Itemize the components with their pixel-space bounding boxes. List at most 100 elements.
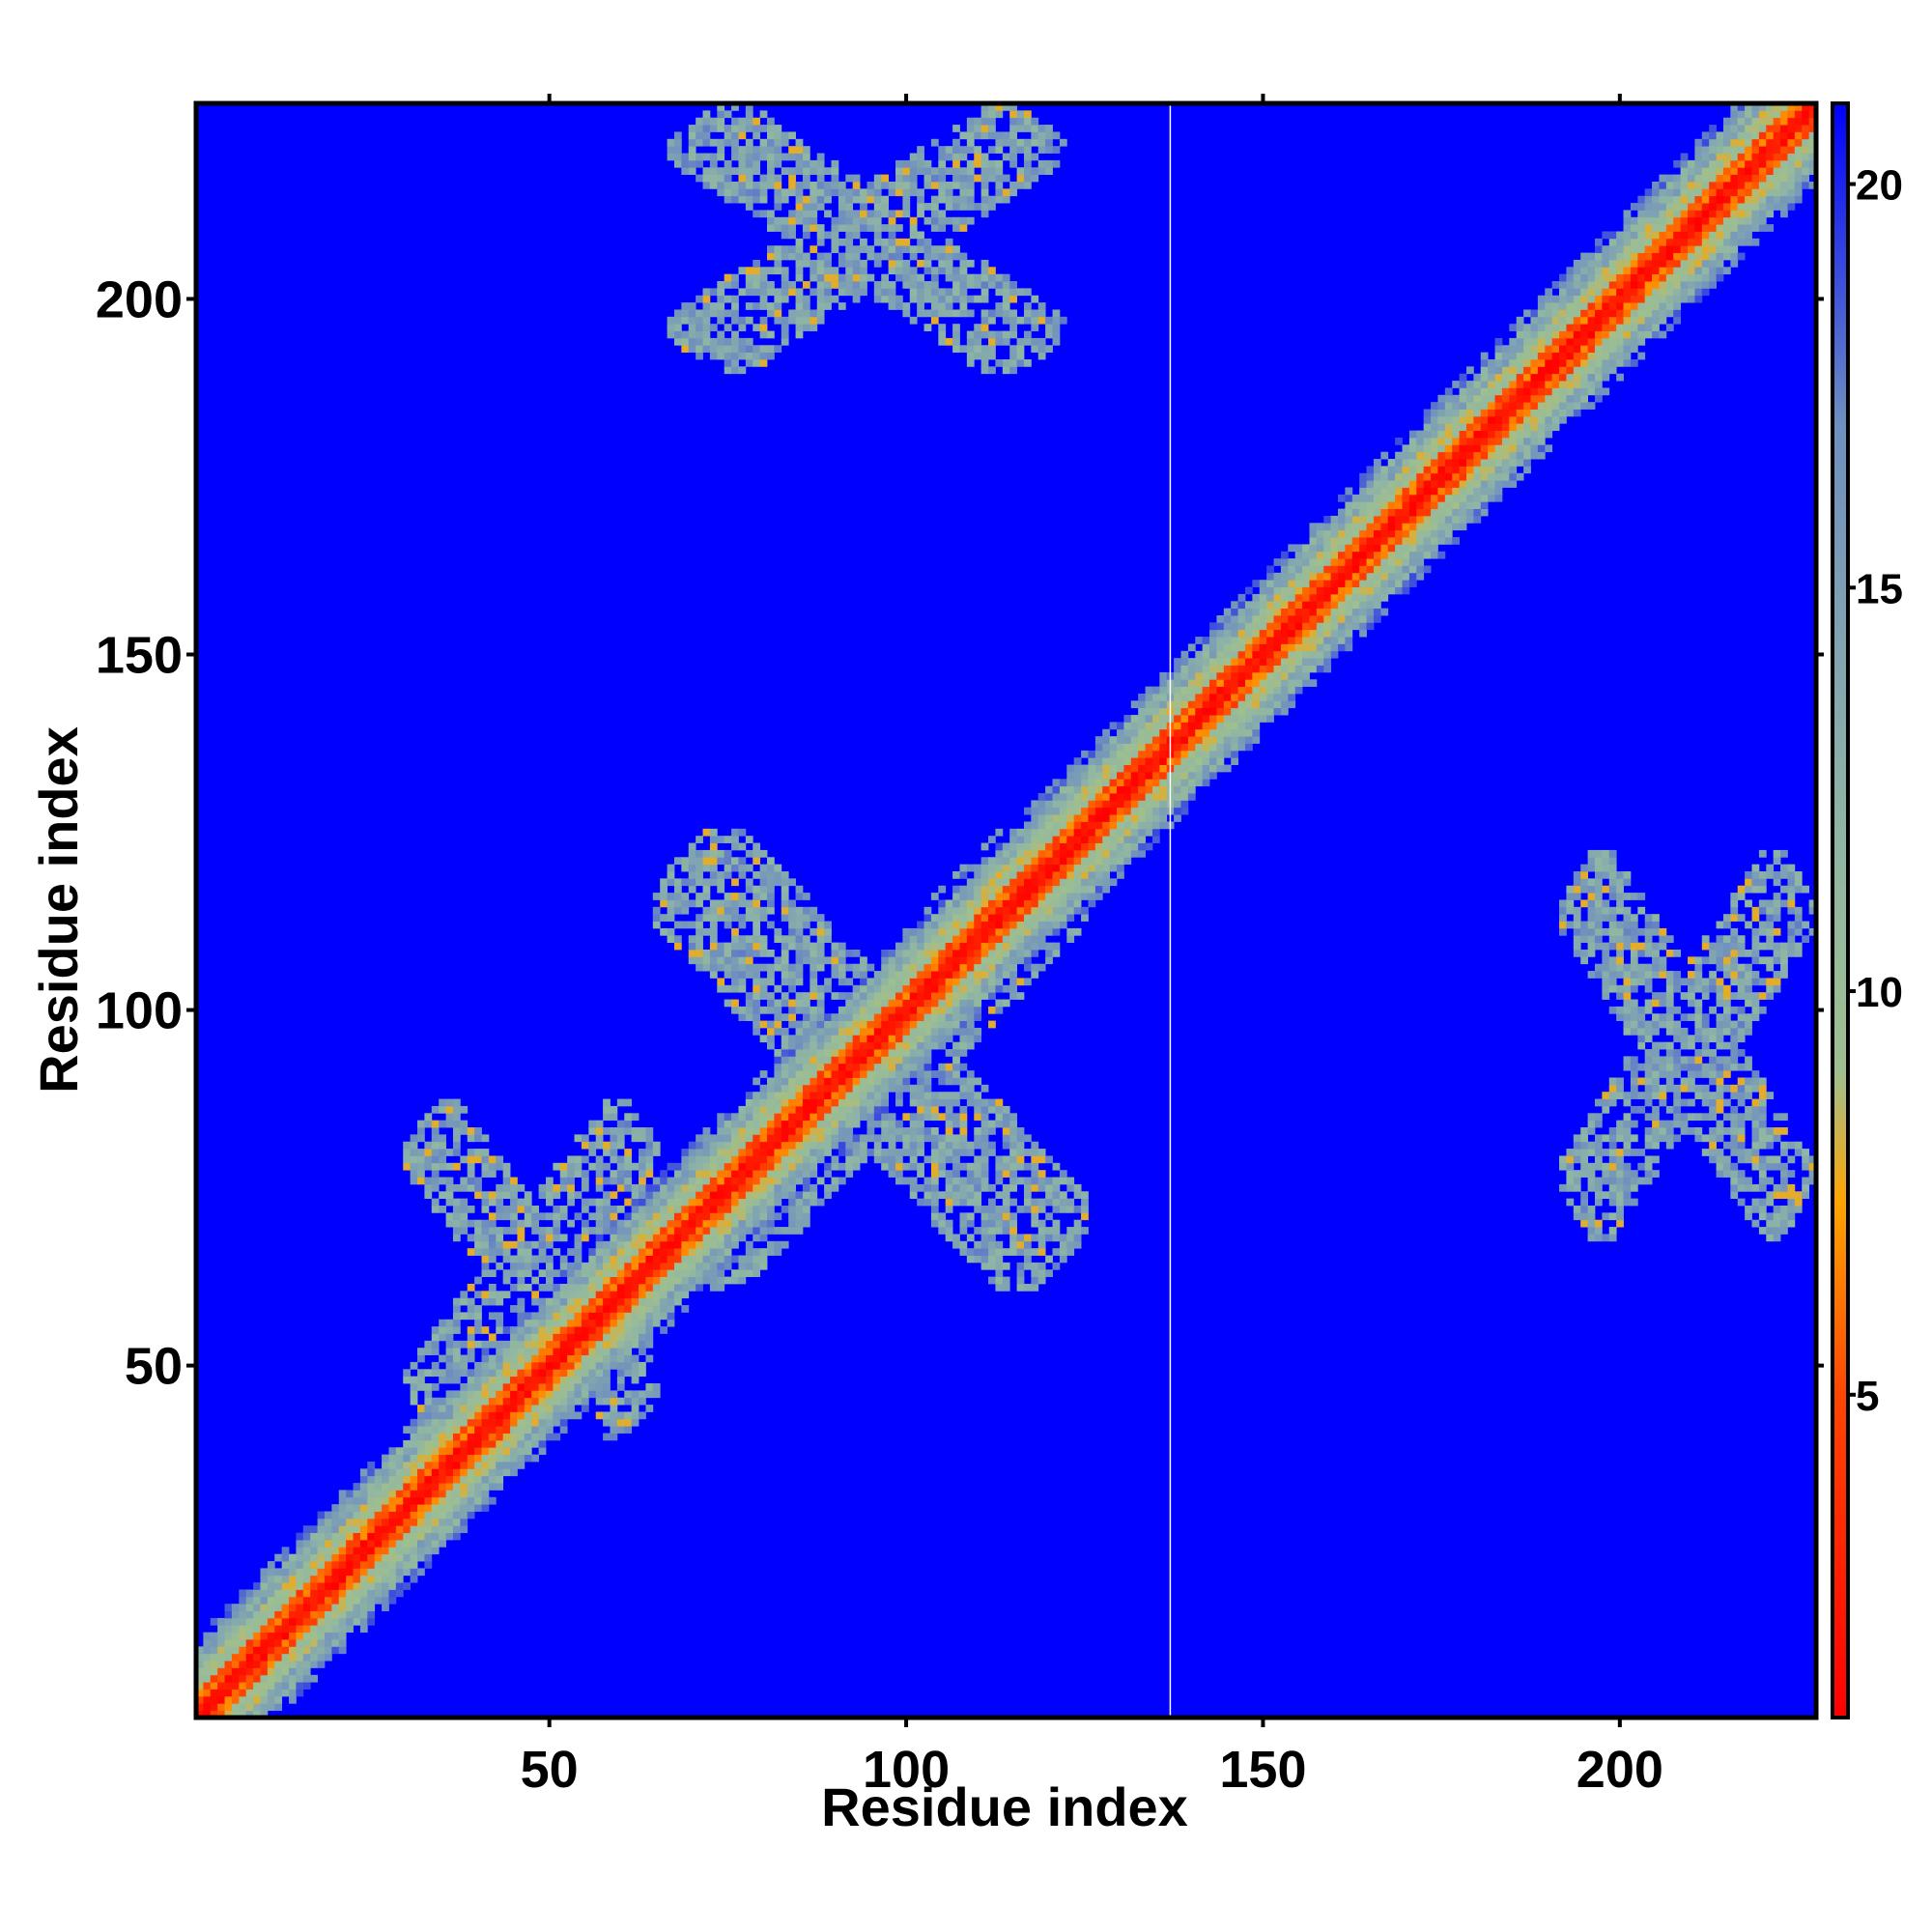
heatmap-cell bbox=[895, 956, 903, 965]
heatmap-cell bbox=[1052, 1248, 1061, 1256]
heatmap-cell bbox=[696, 1283, 703, 1292]
heatmap-cell bbox=[952, 1155, 960, 1164]
heatmap-cell bbox=[781, 281, 789, 289]
heatmap-cell bbox=[938, 1035, 947, 1043]
heatmap-cell bbox=[767, 330, 775, 339]
heatmap-cell bbox=[860, 1049, 867, 1057]
heatmap-cell bbox=[938, 1212, 947, 1221]
heatmap-cell bbox=[759, 181, 768, 189]
heatmap-cell bbox=[474, 1468, 482, 1477]
heatmap-cell bbox=[881, 1134, 890, 1143]
heatmap-cell bbox=[1016, 1234, 1025, 1242]
heatmap-cell bbox=[745, 1198, 753, 1207]
heatmap-cell bbox=[616, 1411, 625, 1420]
heatmap-cell bbox=[753, 352, 761, 360]
heatmap-cell bbox=[359, 1532, 368, 1541]
heatmap-cell bbox=[417, 1127, 425, 1135]
heatmap-cell bbox=[610, 1227, 618, 1235]
heatmap-cell bbox=[724, 906, 732, 915]
heatmap-cell bbox=[595, 1361, 604, 1370]
heatmap-cell bbox=[873, 174, 882, 183]
heatmap-cell bbox=[980, 1177, 989, 1185]
heatmap-cell bbox=[1073, 821, 1082, 830]
heatmap-cell bbox=[338, 1575, 347, 1583]
heatmap-cell bbox=[445, 1361, 454, 1370]
heatmap-cell bbox=[959, 1191, 968, 1200]
heatmap-cell bbox=[660, 927, 668, 936]
heatmap-cell bbox=[709, 174, 718, 183]
heatmap-cell bbox=[417, 1525, 425, 1534]
heatmap-cell bbox=[959, 899, 968, 908]
heatmap-cell bbox=[795, 1020, 804, 1029]
heatmap-cell bbox=[546, 1418, 554, 1427]
heatmap-cell bbox=[860, 1084, 867, 1093]
heatmap-cell bbox=[302, 1646, 311, 1655]
heatmap-cell bbox=[481, 1269, 490, 1277]
heatmap-cell bbox=[988, 174, 996, 183]
heatmap-cell bbox=[988, 906, 996, 915]
heatmap-cell bbox=[496, 1262, 504, 1270]
heatmap-cell bbox=[767, 1027, 775, 1036]
heatmap-cell bbox=[838, 1063, 846, 1071]
heatmap-cell bbox=[1081, 906, 1089, 915]
heatmap-cell bbox=[245, 1589, 254, 1598]
heatmap-cell bbox=[410, 1361, 418, 1370]
heatmap-cell bbox=[210, 1646, 218, 1655]
heatmap-cell bbox=[417, 1468, 425, 1477]
heatmap-cell bbox=[988, 878, 996, 887]
heatmap-cell bbox=[1023, 181, 1032, 189]
heatmap-cell bbox=[410, 1490, 418, 1498]
heatmap-cell bbox=[702, 1219, 711, 1228]
heatmap-cell bbox=[524, 1369, 532, 1378]
heatmap-cell bbox=[1066, 814, 1075, 822]
heatmap-cell bbox=[559, 1297, 568, 1306]
heatmap-cell bbox=[788, 1084, 796, 1093]
heatmap-cell bbox=[788, 1134, 796, 1143]
heatmap-cell bbox=[795, 238, 804, 246]
heatmap-cell bbox=[917, 167, 924, 176]
heatmap-cell bbox=[774, 267, 782, 275]
heatmap-cell bbox=[274, 1553, 283, 1562]
heatmap-cell bbox=[831, 181, 839, 189]
heatmap-cell bbox=[581, 1297, 589, 1306]
heatmap-cell bbox=[810, 1098, 818, 1107]
heatmap-cell bbox=[709, 1248, 718, 1256]
heatmap-cell bbox=[774, 224, 782, 232]
heatmap-cell bbox=[717, 1198, 725, 1207]
heatmap-cell bbox=[788, 1070, 796, 1078]
heatmap-cell bbox=[888, 1120, 896, 1128]
heatmap-cell bbox=[753, 1170, 761, 1178]
heatmap-cell bbox=[731, 138, 739, 147]
heatmap-cell bbox=[824, 1113, 832, 1122]
heatmap-cell bbox=[745, 167, 753, 176]
heatmap-cell bbox=[1066, 807, 1075, 815]
heatmap-cell bbox=[860, 1006, 867, 1014]
heatmap-cell bbox=[431, 1411, 440, 1420]
heatmap-cell bbox=[382, 1504, 389, 1512]
heatmap-cell bbox=[353, 1582, 361, 1590]
heatmap-cell bbox=[731, 1255, 739, 1264]
heatmap-cell bbox=[210, 1667, 218, 1676]
heatmap-cell bbox=[702, 330, 711, 339]
heatmap-cell bbox=[688, 1162, 696, 1171]
heatmap-cell bbox=[810, 1191, 818, 1200]
heatmap-cell bbox=[445, 1490, 454, 1498]
heatmap-cell bbox=[781, 224, 789, 232]
heatmap-cell bbox=[488, 1227, 497, 1235]
heatmap-cell bbox=[239, 1682, 247, 1690]
heatmap-cell bbox=[959, 921, 968, 929]
heatmap-cell bbox=[923, 963, 932, 972]
heatmap-cell bbox=[995, 273, 1004, 282]
heatmap-cell bbox=[980, 885, 989, 894]
heatmap-cell bbox=[616, 1340, 625, 1349]
heatmap-cell bbox=[860, 1105, 867, 1114]
heatmap-cell bbox=[403, 1547, 412, 1555]
heatmap-cell bbox=[731, 836, 739, 843]
heatmap-cell bbox=[917, 999, 924, 1008]
heatmap-cell bbox=[452, 1113, 461, 1122]
heatmap-cell bbox=[709, 1191, 718, 1200]
heatmap-cell bbox=[788, 1170, 796, 1178]
heatmap-cell bbox=[759, 1120, 768, 1128]
heatmap-cell bbox=[1031, 1262, 1039, 1270]
heatmap-cell bbox=[239, 1695, 247, 1704]
